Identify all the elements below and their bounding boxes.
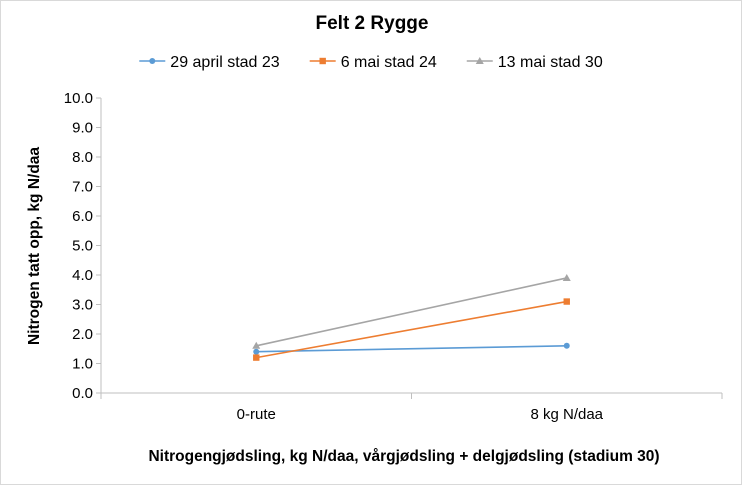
data-point — [252, 341, 261, 349]
y-tick-label: 2.0 — [72, 326, 93, 343]
legend-swatch-marker — [149, 58, 156, 64]
y-tick-label: 7.0 — [72, 179, 93, 196]
y-tick-label: 1.0 — [72, 356, 93, 373]
series-1 — [253, 342, 570, 355]
series-2 — [253, 298, 570, 361]
legend-item: 6 mai stad 24 — [309, 54, 437, 71]
legend-swatch-marker — [475, 57, 484, 64]
data-point — [253, 354, 260, 361]
data-point — [563, 298, 570, 305]
y-tick-label: 9.0 — [72, 120, 93, 137]
x-axis-ticks: 0-rute 8 kg N/daa — [100, 393, 723, 423]
legend-swatch-marker — [319, 57, 326, 65]
data-point — [253, 348, 260, 355]
y-tick-label: 3.0 — [72, 297, 93, 314]
x-tick-label: 0-rute — [237, 406, 276, 423]
series-line — [256, 300, 567, 359]
series-line — [256, 277, 567, 347]
y-tick-label: 0.0 — [72, 385, 93, 402]
legend-item: 13 mai stad 30 — [466, 54, 603, 71]
y-tick-label: 6.0 — [72, 208, 93, 225]
data-point — [562, 273, 571, 281]
legend-label: 6 mai stad 24 — [341, 54, 437, 71]
series-line — [256, 345, 567, 353]
series-layer — [252, 273, 571, 361]
x-axis-title: Nitrogengjødsling, kg N/daa, vårgjødslin… — [148, 448, 659, 465]
x-tick-label: 8 kg N/daa — [530, 406, 603, 423]
y-axis-ticks: 0.0 1.0 2.0 3.0 4.0 5.0 6.0 7.0 8.0 9.0 10.0 — [64, 90, 101, 402]
y-tick-label: 10.0 — [64, 90, 93, 107]
data-point — [563, 342, 570, 349]
legend-label: 29 april stad 23 — [170, 54, 280, 71]
y-tick-label: 4.0 — [72, 267, 93, 284]
y-axis-title: Nitrogen tatt opp, kg N/daa — [26, 147, 43, 345]
legend-label: 13 mai stad 30 — [498, 54, 603, 71]
legend-item: 29 april stad 23 — [139, 54, 280, 71]
legend: 29 april stad 23 6 mai stad 24 13 mai stad… — [139, 54, 603, 71]
chart-title: Felt 2 Rygge — [316, 13, 429, 34]
y-tick-label: 8.0 — [72, 149, 93, 166]
series-3 — [252, 273, 571, 349]
y-tick-label: 5.0 — [72, 238, 93, 255]
axes — [100, 98, 722, 394]
